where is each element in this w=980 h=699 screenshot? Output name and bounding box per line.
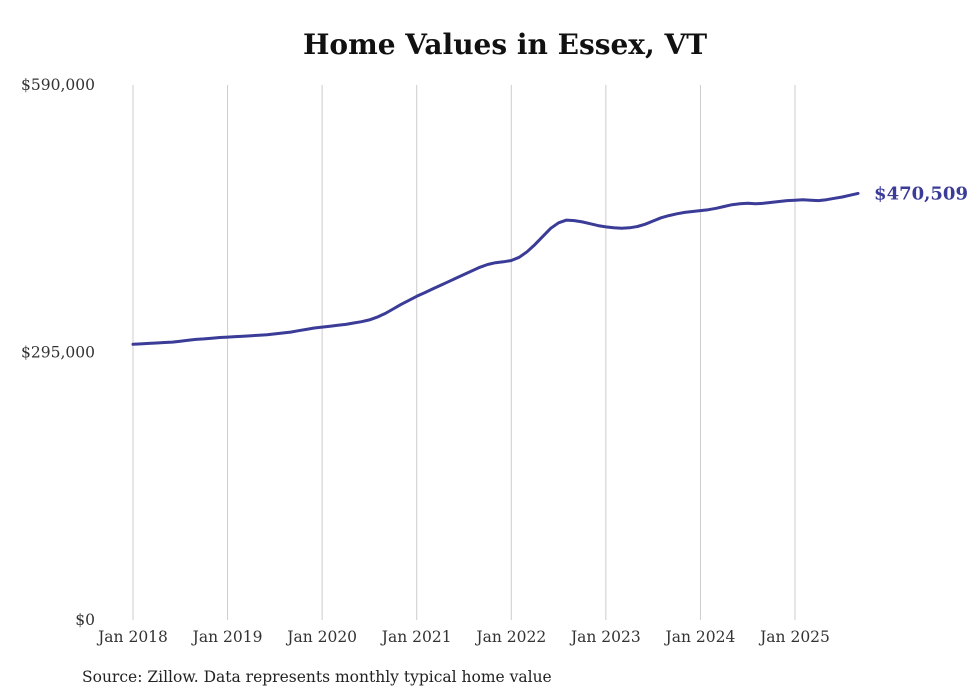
x-axis-tick-label: Jan 2025 bbox=[758, 628, 830, 646]
chart-title: Home Values in Essex, VT bbox=[303, 28, 707, 61]
y-axis-tick-label: $0 bbox=[75, 611, 95, 629]
y-axis-labels: $590,000 $295,000 $0 bbox=[21, 76, 95, 629]
x-axis-labels: Jan 2018 Jan 2019 Jan 2020 Jan 2021 Jan 2022… bbox=[96, 628, 830, 646]
x-axis-tick-label: Jan 2019 bbox=[191, 628, 263, 646]
x-axis-tick-label: Jan 2018 bbox=[96, 628, 168, 646]
x-axis-tick-label: Jan 2023 bbox=[569, 628, 641, 646]
x-axis-tick-label: Jan 2024 bbox=[664, 628, 736, 646]
gridlines bbox=[132, 85, 796, 620]
end-value-label: $470,509 bbox=[874, 183, 968, 204]
value-line bbox=[131, 191, 860, 346]
x-axis-tick-label: Jan 2022 bbox=[474, 628, 546, 646]
y-axis-tick-label: $590,000 bbox=[21, 76, 95, 94]
source-note: Source: Zillow. Data represents monthly … bbox=[82, 668, 552, 686]
x-axis-tick-label: Jan 2021 bbox=[380, 628, 452, 646]
y-axis-tick-label: $295,000 bbox=[21, 344, 95, 362]
x-axis-tick-label: Jan 2020 bbox=[285, 628, 357, 646]
